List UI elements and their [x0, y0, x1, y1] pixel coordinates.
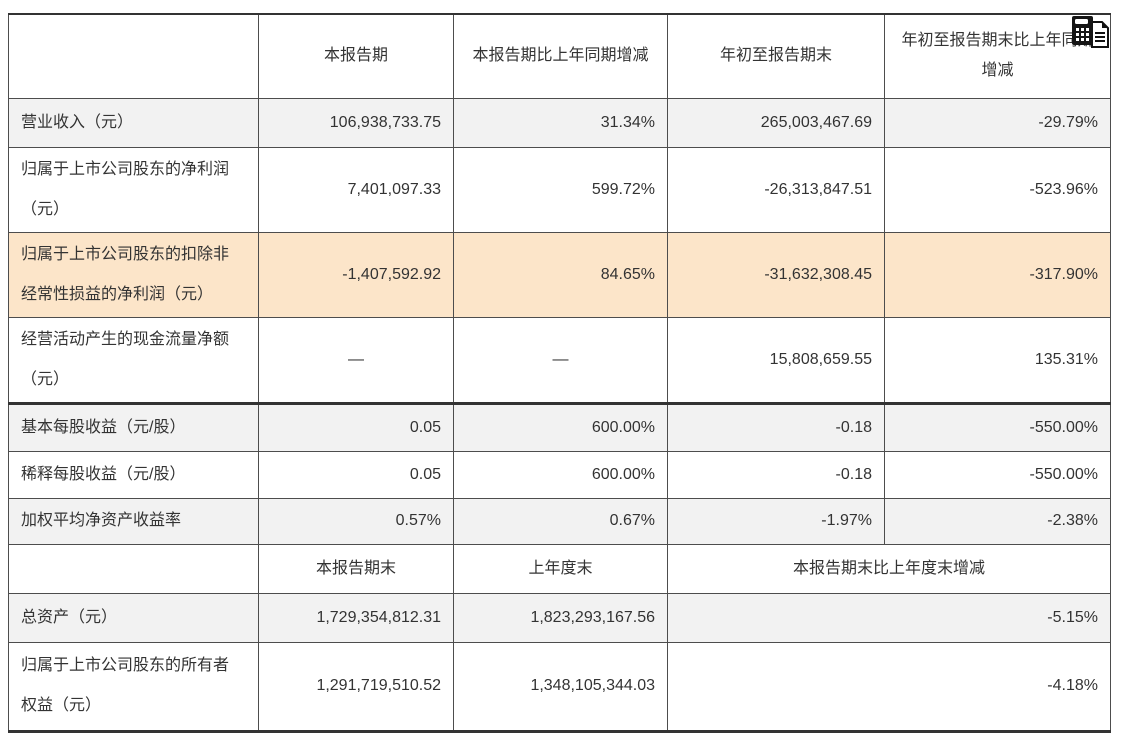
- cell-ytd-change: -317.90%: [884, 231, 1111, 318]
- cell-ytd-change: -550.00%: [884, 450, 1111, 499]
- header-row-period-end: 本报告期末 上年度末 本报告期末比上年度末增减: [8, 543, 1111, 594]
- row-label: 归属于上市公司股东的所有者 权益（元）: [8, 641, 259, 732]
- cell-ytd: 265,003,467.69: [667, 97, 885, 148]
- cell-current-period-change: 84.65%: [453, 231, 668, 318]
- row-label-line: （元）: [21, 200, 70, 218]
- cell-ytd-change: 135.31%: [884, 316, 1111, 404]
- calculator-document-icon[interactable]: [1071, 16, 1109, 48]
- table-row-total-assets: 总资产（元） 1,729,354,812.31 1,823,293,167.56…: [8, 592, 1111, 643]
- cell-period-end-change: -4.18%: [667, 641, 1111, 732]
- header-row-period: 本报告期 本报告期比上年同期增减 年初至报告期末 年初至报告期末比上年同期 增减: [8, 13, 1111, 99]
- table-row-deducted-net-profit: 归属于上市公司股东的扣除非 经常性损益的净利润（元） -1,407,592.92 …: [8, 231, 1111, 318]
- cell-current-period: 106,938,733.75: [258, 97, 454, 148]
- corner-cell: [8, 543, 259, 594]
- cell-prior-year-end: 1,823,293,167.56: [453, 592, 668, 643]
- corner-cell: [8, 13, 259, 99]
- cell-ytd-change: -523.96%: [884, 146, 1111, 233]
- col-header-ytd-change-line2: 增减: [981, 62, 1014, 80]
- cell-current-period-change: 0.67%: [453, 497, 668, 545]
- row-label-line: 归属于上市公司股东的净利润: [21, 160, 230, 178]
- financial-summary-table: 本报告期 本报告期比上年同期增减 年初至报告期末 年初至报告期末比上年同期 增减 …: [8, 13, 1111, 733]
- cell-ytd: 15,808,659.55: [667, 316, 885, 404]
- cell-current-period: -1,407,592.92: [258, 231, 454, 318]
- cell-ytd-change: -29.79%: [884, 97, 1111, 148]
- row-label-line: 经常性损益的净利润（元）: [21, 285, 214, 303]
- cell-current-period: —: [258, 316, 454, 404]
- cell-current-period-change: —: [453, 316, 668, 404]
- cell-ytd-change: -2.38%: [884, 497, 1111, 545]
- table-row-weighted-roe: 加权平均净资产收益率 0.57% 0.67% -1.97% -2.38%: [8, 497, 1111, 545]
- cell-prior-year-end: 1,348,105,344.03: [453, 641, 668, 732]
- row-label: 基本每股收益（元/股）: [8, 401, 259, 452]
- row-label: 归属于上市公司股东的扣除非 经常性损益的净利润（元）: [8, 231, 259, 318]
- cell-period-end: 1,729,354,812.31: [258, 592, 454, 643]
- cell-current-period: 7,401,097.33: [258, 146, 454, 233]
- row-label: 经营活动产生的现金流量净额 （元）: [8, 316, 259, 404]
- cell-current-period-change: 600.00%: [453, 450, 668, 499]
- cell-ytd: -31,632,308.45: [667, 231, 885, 318]
- cell-ytd: -1.97%: [667, 497, 885, 545]
- row-label: 稀释每股收益（元/股）: [8, 450, 259, 499]
- row-label: 营业收入（元）: [8, 97, 259, 148]
- col-header-prior-year-end: 上年度末: [453, 543, 668, 594]
- col-header-ytd-change-line1: 年初至报告期末比上年同期: [901, 32, 1094, 50]
- table-row-operating-cash-flow: 经营活动产生的现金流量净额 （元） — — 15,808,659.55 135.3…: [8, 316, 1111, 404]
- cell-current-period-change: 31.34%: [453, 97, 668, 148]
- col-header-current-period: 本报告期: [258, 13, 454, 99]
- col-header-period-end-change: 本报告期末比上年度末增减: [667, 543, 1111, 594]
- row-label-line: 归属于上市公司股东的扣除非: [21, 245, 230, 263]
- table-row-owners-equity: 归属于上市公司股东的所有者 权益（元） 1,291,719,510.52 1,34…: [8, 641, 1111, 732]
- cell-current-period-change: 600.00%: [453, 401, 668, 452]
- col-header-ytd: 年初至报告期末: [667, 13, 885, 99]
- cell-current-period: 0.05: [258, 450, 454, 499]
- table-row-basic-eps: 基本每股收益（元/股） 0.05 600.00% -0.18 -550.00%: [8, 401, 1111, 452]
- col-header-ytd-change: 年初至报告期末比上年同期 增减: [884, 13, 1111, 99]
- row-label: 加权平均净资产收益率: [8, 497, 259, 545]
- cell-period-end: 1,291,719,510.52: [258, 641, 454, 732]
- cell-ytd: -26,313,847.51: [667, 146, 885, 233]
- row-label-line: （元）: [21, 370, 70, 388]
- cell-current-period-change: 599.72%: [453, 146, 668, 233]
- table-row-diluted-eps: 稀释每股收益（元/股） 0.05 600.00% -0.18 -550.00%: [8, 450, 1111, 499]
- cell-ytd-change: -550.00%: [884, 401, 1111, 452]
- row-label-line: 经营活动产生的现金流量净额: [21, 330, 230, 348]
- cell-ytd: -0.18: [667, 401, 885, 452]
- cell-current-period: 0.57%: [258, 497, 454, 545]
- col-header-current-period-change: 本报告期比上年同期增减: [453, 13, 668, 99]
- row-label: 归属于上市公司股东的净利润 （元）: [8, 146, 259, 233]
- cell-current-period: 0.05: [258, 401, 454, 452]
- row-label-line: 归属于上市公司股东的所有者: [21, 657, 230, 674]
- cell-ytd: -0.18: [667, 450, 885, 499]
- table-row-revenue: 营业收入（元） 106,938,733.75 31.34% 265,003,46…: [8, 97, 1111, 148]
- cell-period-end-change: -5.15%: [667, 592, 1111, 643]
- row-label-line: 权益（元）: [21, 697, 102, 714]
- col-header-period-end: 本报告期末: [258, 543, 454, 594]
- table-row-net-profit: 归属于上市公司股东的净利润 （元） 7,401,097.33 599.72% -2…: [8, 146, 1111, 233]
- row-label: 总资产（元）: [8, 592, 259, 643]
